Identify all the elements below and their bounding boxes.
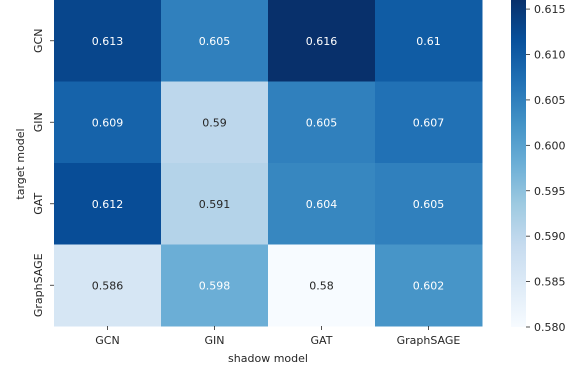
heatmap-cell [375, 0, 483, 82]
colorbar-tick-label: 0.600 [534, 139, 566, 152]
colorbar-tick-label: 0.595 [534, 185, 566, 198]
heatmap-cell [54, 163, 162, 245]
cell-value-label: 0.612 [92, 198, 124, 211]
cell-value-label: 0.616 [306, 35, 338, 48]
colorbar: 0.580 0.585 0.590 0.595 0.600 0.605 0.610 0.615 [511, 0, 566, 334]
colorbar-tick-label: 0.585 [534, 276, 566, 289]
cell-value-label: 0.605 [413, 198, 445, 211]
cell-value-label: 0.605 [306, 116, 338, 129]
heatmap-cell [375, 244, 483, 327]
cell-value-label: 0.598 [199, 279, 231, 292]
x-tick-label: GAT [311, 334, 333, 347]
colorbar-tick-label: 0.615 [534, 3, 566, 16]
y-tick-label: GIN [32, 112, 45, 132]
heatmap-cell [54, 0, 162, 82]
cell-value-label: 0.607 [413, 116, 445, 129]
cell-value-label: 0.591 [199, 198, 231, 211]
y-tick-label: GraphSAGE [32, 253, 45, 317]
heatmap-cell [268, 163, 376, 245]
y-axis: GCN GIN GAT GraphSAGE [32, 29, 54, 317]
cell-value-label: 0.586 [92, 279, 124, 292]
x-tick-label: GCN [95, 334, 119, 347]
heatmap-annotations: 0.613 0.605 0.616 0.61 0.609 0.59 0.605 0.607 0.… [92, 35, 445, 293]
cell-value-label: 0.61 [416, 35, 441, 48]
heatmap-cell [54, 244, 162, 327]
heatmap-cell [161, 244, 269, 327]
cell-value-label: 0.59 [202, 116, 227, 129]
colorbar-tick-label: 0.605 [534, 94, 566, 107]
heatmap-cell [268, 244, 376, 327]
heatmap-cell [161, 163, 269, 245]
colorbar-tick-label: 0.580 [534, 321, 566, 334]
colorbar-gradient [511, 0, 526, 327]
y-tick-label: GCN [32, 29, 45, 53]
cell-value-label: 0.613 [92, 35, 124, 48]
y-tick-label: GAT [32, 193, 45, 215]
heatmap-cell [54, 81, 162, 164]
cell-value-label: 0.602 [413, 279, 445, 292]
heatmap-cell [161, 0, 269, 82]
cell-value-label: 0.58 [309, 279, 334, 292]
heatmap-cell [268, 0, 376, 82]
colorbar-tick-label: 0.610 [534, 49, 566, 62]
heatmap-cells [54, 0, 483, 327]
x-tick-label: GIN [205, 334, 225, 347]
x-tick-label: GraphSAGE [397, 334, 461, 347]
cell-value-label: 0.604 [306, 198, 338, 211]
x-axis-label: shadow model [228, 352, 308, 365]
heatmap-cell [268, 81, 376, 164]
heatmap-cell [375, 81, 483, 164]
cell-value-label: 0.605 [199, 35, 231, 48]
colorbar-tick-label: 0.590 [534, 230, 566, 243]
heatmap-cell [375, 163, 483, 245]
y-axis-label: target model [14, 128, 27, 199]
x-axis: GCN GIN GAT GraphSAGE [95, 326, 460, 347]
heatmap-cell [161, 81, 269, 164]
cell-value-label: 0.609 [92, 116, 124, 129]
